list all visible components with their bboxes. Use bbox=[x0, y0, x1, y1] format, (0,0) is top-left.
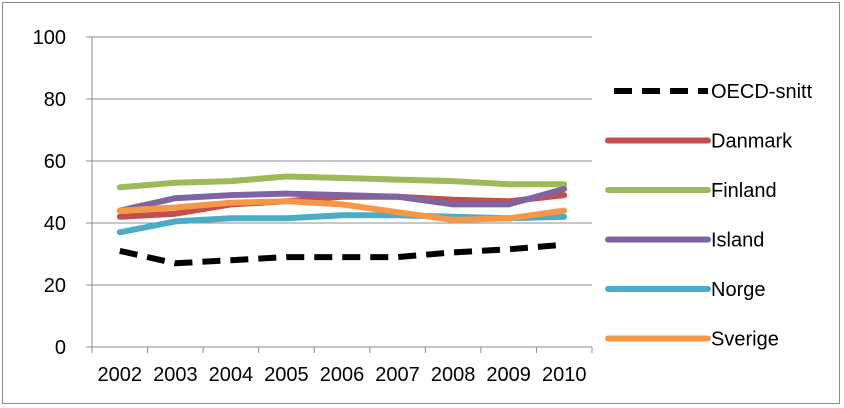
series-line-oecd-snitt bbox=[119, 241, 565, 267]
series-lines bbox=[116, 173, 568, 267]
legend-label: Norge bbox=[711, 279, 765, 301]
y-tick-label: 100 bbox=[33, 27, 66, 49]
x-tick-label: 2004 bbox=[209, 364, 254, 386]
legend-label: OECD-snitt bbox=[711, 81, 813, 103]
x-tick-label: 2009 bbox=[486, 364, 531, 386]
x-tick-label: 2010 bbox=[542, 364, 587, 386]
series-line-sverige bbox=[116, 198, 568, 223]
y-tick-label: 60 bbox=[44, 151, 66, 173]
legend-label: Sverige bbox=[711, 329, 779, 351]
axes: 0 20 40 60 80 100 2002 2003 2004 2005 2006 2007 2008… bbox=[33, 27, 593, 386]
legend: OECD-snitt Danmark Finland Island Norge Sveri… bbox=[605, 81, 813, 351]
y-tick-label: 80 bbox=[44, 89, 66, 111]
legend-label: Finland bbox=[711, 180, 777, 202]
legend-label: Island bbox=[711, 230, 764, 252]
y-tick-label: 0 bbox=[55, 337, 66, 359]
series-line-island bbox=[116, 185, 568, 214]
x-tick-label: 2005 bbox=[264, 364, 309, 386]
y-tick-label: 20 bbox=[44, 275, 66, 297]
series-line-finland bbox=[116, 173, 568, 191]
legend-label: Danmark bbox=[711, 131, 793, 153]
y-tick-label: 40 bbox=[44, 213, 66, 235]
x-tick-label: 2003 bbox=[153, 364, 198, 386]
x-tick-label: 2007 bbox=[375, 364, 420, 386]
x-tick-label: 2006 bbox=[320, 364, 365, 386]
x-tick-label: 2008 bbox=[431, 364, 476, 386]
x-tick-label: 2002 bbox=[98, 364, 143, 386]
